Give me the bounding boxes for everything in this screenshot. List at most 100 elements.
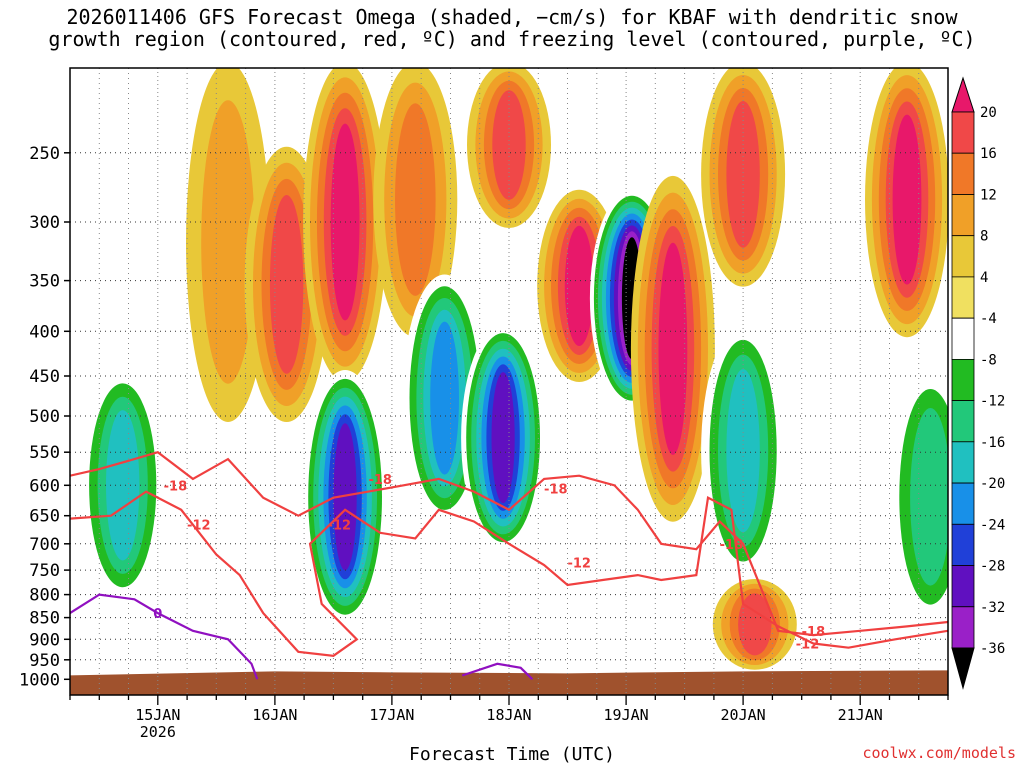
omega-feature — [701, 325, 786, 577]
colorbar-label: 8 — [980, 229, 988, 245]
omega-contour-band — [726, 369, 760, 533]
chart-title-line2: growth region (contoured, red, ºC) and f… — [48, 27, 976, 51]
colorbar-label: -24 — [980, 517, 1005, 533]
x-tick-label: 21JAN — [838, 706, 883, 724]
x-axis-label: Forecast Time (UTC) — [409, 744, 615, 765]
omega-contour-band — [738, 593, 772, 656]
omega-feature — [865, 68, 948, 338]
y-tick-label: 300 — [29, 213, 60, 233]
colorbar-label: -36 — [980, 641, 1005, 657]
omega-shading — [80, 68, 948, 670]
omega-contour-band — [910, 408, 948, 586]
x-tick-sublabel: 2026 — [140, 723, 176, 741]
colorbar-label: -32 — [980, 600, 1005, 616]
y-tick-label: 700 — [29, 535, 60, 555]
x-tick-label: 20JAN — [721, 706, 766, 724]
y-tick-label: 250 — [29, 144, 60, 164]
colorbar-segment — [951, 276, 975, 319]
contour-label: 0 — [153, 607, 162, 622]
omega-contour-band — [106, 410, 140, 561]
omega-feature — [373, 68, 458, 338]
omega-feature — [630, 175, 715, 522]
omega-contour-band — [430, 321, 459, 475]
colorbar-segment — [951, 482, 975, 525]
y-tick-label: 500 — [29, 407, 60, 427]
ground-surface — [70, 670, 948, 695]
contour-label: -12 — [187, 518, 211, 533]
contour-lines: -12 -12-12-12-18 -18-18-18-180 — [70, 450, 948, 681]
contour-label: -12 — [796, 638, 820, 653]
colorbar-label: -20 — [980, 476, 1005, 492]
y-tick-label: 350 — [29, 272, 60, 292]
colorbar-label: -12 — [980, 394, 1005, 410]
x-tick-label: 16JAN — [252, 706, 297, 724]
contour-label: -12 — [567, 556, 591, 571]
omega-contour-band — [333, 423, 357, 571]
omega-feature — [303, 370, 388, 624]
omega-feature — [461, 325, 546, 550]
grid-lines — [69, 68, 949, 695]
x-tick-label: 15JAN — [135, 706, 180, 724]
y-tick-label: 550 — [29, 443, 60, 463]
omega-contour-band — [658, 242, 688, 455]
colorbar-segment — [951, 152, 975, 195]
colorbar-label: -4 — [980, 311, 997, 327]
colorbar-label: 12 — [980, 188, 997, 204]
omega-contour-band — [491, 372, 515, 504]
omega-feature — [80, 370, 165, 601]
colorbar-segment — [951, 565, 975, 608]
colorbar-bottom-arrow — [951, 647, 975, 690]
colorbar-label: 4 — [980, 270, 988, 286]
contour-label: -18 — [164, 479, 188, 494]
omega-contour-band — [564, 225, 594, 346]
x-tick-label: 19JAN — [604, 706, 649, 724]
omega-contour-band — [269, 195, 304, 374]
y-tick-label: 650 — [29, 507, 60, 527]
terrain-fill — [70, 670, 948, 695]
colorbar-segment — [951, 606, 975, 649]
omega-contour-band — [395, 103, 436, 296]
contour-minus12 — [70, 490, 948, 657]
colorbar-segment — [951, 358, 975, 401]
y-tick-label: 600 — [29, 476, 60, 496]
y-tick-label: 850 — [29, 609, 60, 629]
x-tick-label: 17JAN — [369, 706, 414, 724]
freezing-level-contour — [70, 593, 259, 680]
colorbar-segment — [951, 235, 975, 278]
credit-link[interactable]: coolwx.com/models — [862, 744, 1016, 762]
omega-feature — [712, 579, 797, 670]
colorbar-segment — [951, 400, 975, 443]
contour-label: -18 — [720, 538, 744, 553]
colorbar-label: -16 — [980, 435, 1005, 451]
contour-label: -18 — [544, 482, 568, 497]
y-tick-label: 1000 — [19, 670, 60, 690]
colorbar-top-arrow — [951, 76, 975, 113]
colorbar-label: -28 — [980, 559, 1005, 575]
y-axis: 2503003504004505005506006507007508008509… — [19, 144, 70, 690]
colorbar-segment — [951, 194, 975, 237]
contour-label: -18 — [368, 473, 392, 488]
omega-contour-band — [201, 100, 255, 384]
chart-title-line1: 2026011406 GFS Forecast Omega (shaded, −… — [66, 5, 958, 29]
omega-feature — [888, 370, 948, 624]
contour-label: -12 — [328, 518, 352, 533]
contour-minus18 — [70, 450, 948, 637]
omega-feature — [701, 68, 786, 287]
y-tick-label: 800 — [29, 586, 60, 606]
colorbar-segment — [951, 317, 975, 360]
colorbar-segment — [951, 441, 975, 484]
colorbar-segment — [951, 111, 975, 154]
y-tick-label: 400 — [29, 322, 60, 342]
freezing-level-contour — [461, 662, 534, 681]
y-tick-label: 750 — [29, 561, 60, 581]
colorbar-label: 20 — [980, 105, 997, 121]
contour-label: -18 — [802, 625, 826, 640]
colorbar-segment — [951, 523, 975, 566]
y-tick-label: 450 — [29, 367, 60, 387]
x-tick-label: 18JAN — [486, 706, 531, 724]
colorbar-label: -8 — [980, 352, 997, 368]
omega-contour-band — [726, 101, 760, 248]
omega-contour-band — [892, 114, 922, 285]
